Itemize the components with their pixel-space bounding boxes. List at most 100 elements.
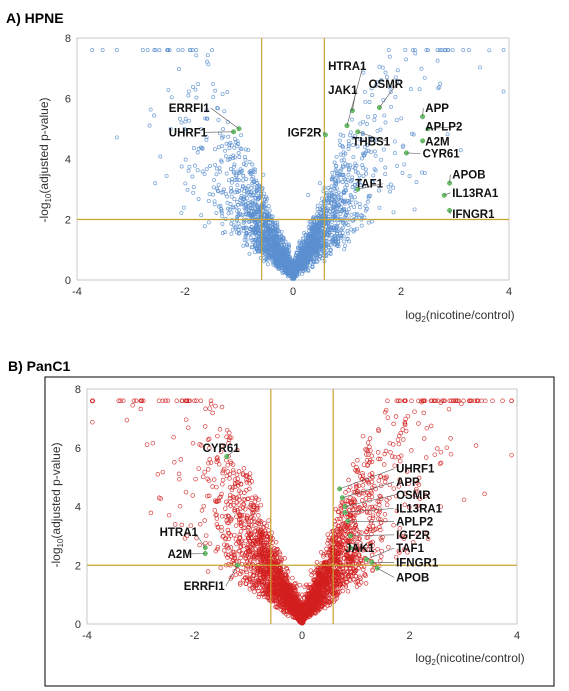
- gene-label-aplp2: APLP2: [425, 121, 462, 133]
- data-point: [177, 67, 181, 72]
- data-point: [320, 196, 325, 201]
- data-point: [337, 138, 342, 143]
- data-point: [215, 188, 220, 193]
- highlighted-point-osmr: [376, 105, 382, 111]
- data-point: [384, 75, 389, 80]
- data-point: [227, 142, 232, 147]
- data-point: [331, 225, 336, 230]
- label-leader-line: [322, 132, 326, 136]
- data-point: [422, 75, 427, 80]
- data-point: [303, 233, 308, 237]
- data-point: [459, 401, 464, 407]
- data-point: [399, 116, 404, 121]
- data-point: [245, 196, 250, 201]
- data-point: [417, 87, 422, 92]
- data-point: [407, 174, 412, 179]
- data-point: [336, 203, 341, 208]
- data-point: [383, 165, 388, 170]
- data-point: [316, 228, 321, 232]
- data-point: [186, 168, 191, 173]
- data-point: [361, 173, 366, 178]
- data-point: [365, 199, 370, 204]
- data-point: [196, 82, 201, 87]
- data-point: [222, 109, 227, 114]
- data-point: [438, 81, 443, 86]
- data-point: [328, 209, 333, 214]
- data-point: [280, 258, 285, 262]
- data-point: [254, 189, 259, 194]
- data-point: [248, 212, 253, 217]
- data-point: [232, 155, 237, 160]
- data-point: [279, 229, 284, 234]
- data-point: [247, 209, 251, 214]
- data-point: [249, 185, 254, 190]
- data-point: [183, 119, 188, 124]
- data-point: [364, 149, 369, 154]
- panel-a-plot-area: [76, 37, 510, 281]
- data-point: [294, 266, 298, 271]
- data-point: [337, 203, 342, 207]
- panel-b-title: B) PanC1: [8, 358, 70, 374]
- data-point: [229, 231, 234, 236]
- data-point: [330, 175, 335, 179]
- data-point: [214, 172, 219, 177]
- data-point: [329, 191, 334, 196]
- data-point: [100, 48, 105, 53]
- data-point: [232, 197, 237, 202]
- data-point: [445, 132, 450, 137]
- data-point: [204, 59, 209, 64]
- data-point: [283, 265, 287, 270]
- data-point: [269, 226, 274, 231]
- data-point: [342, 199, 347, 204]
- data-point: [371, 173, 376, 178]
- data-point: [368, 149, 373, 154]
- data-point: [332, 234, 337, 239]
- label-leader-line: [422, 140, 424, 142]
- data-point: [424, 48, 429, 53]
- data-point: [400, 171, 405, 175]
- data-point: [332, 186, 337, 191]
- data-point: [152, 113, 156, 118]
- data-point: [211, 81, 216, 86]
- data-point: [204, 135, 209, 139]
- data-point: [145, 48, 150, 53]
- gene-label-app: APP: [425, 103, 449, 115]
- panel-a-x-axis-label: log2(nicotine/control): [405, 308, 514, 324]
- data-point: [310, 237, 314, 242]
- data-point: [334, 169, 339, 174]
- data-point: [239, 202, 244, 207]
- data-point: [305, 241, 310, 246]
- data-point: [225, 194, 230, 199]
- data-point: [274, 233, 279, 238]
- data-point: [217, 166, 222, 171]
- data-point: [333, 194, 338, 199]
- data-point: [461, 48, 466, 53]
- x-tick-label: 4: [506, 286, 512, 298]
- data-point: [409, 131, 414, 136]
- data-point: [403, 48, 408, 53]
- data-point: [287, 269, 292, 274]
- data-point: [346, 231, 350, 236]
- data-point: [226, 211, 231, 216]
- data-point: [250, 162, 255, 167]
- x-tick-label: 0: [290, 286, 296, 298]
- y-tick-label: 2: [65, 215, 71, 227]
- data-point: [267, 208, 272, 213]
- data-point: [254, 178, 258, 183]
- data-point: [330, 205, 335, 210]
- data-point: [299, 243, 304, 248]
- data-point: [237, 155, 242, 159]
- data-point: [307, 257, 312, 262]
- data-point: [422, 170, 427, 175]
- data-point: [369, 86, 374, 91]
- data-point: [270, 222, 275, 227]
- data-point: [345, 228, 350, 233]
- data-point: [147, 123, 152, 128]
- data-point: [342, 201, 347, 206]
- data-point: [251, 192, 255, 197]
- data-point: [446, 48, 451, 53]
- data-point: [164, 173, 169, 178]
- data-point: [334, 173, 339, 178]
- data-point: [297, 239, 302, 244]
